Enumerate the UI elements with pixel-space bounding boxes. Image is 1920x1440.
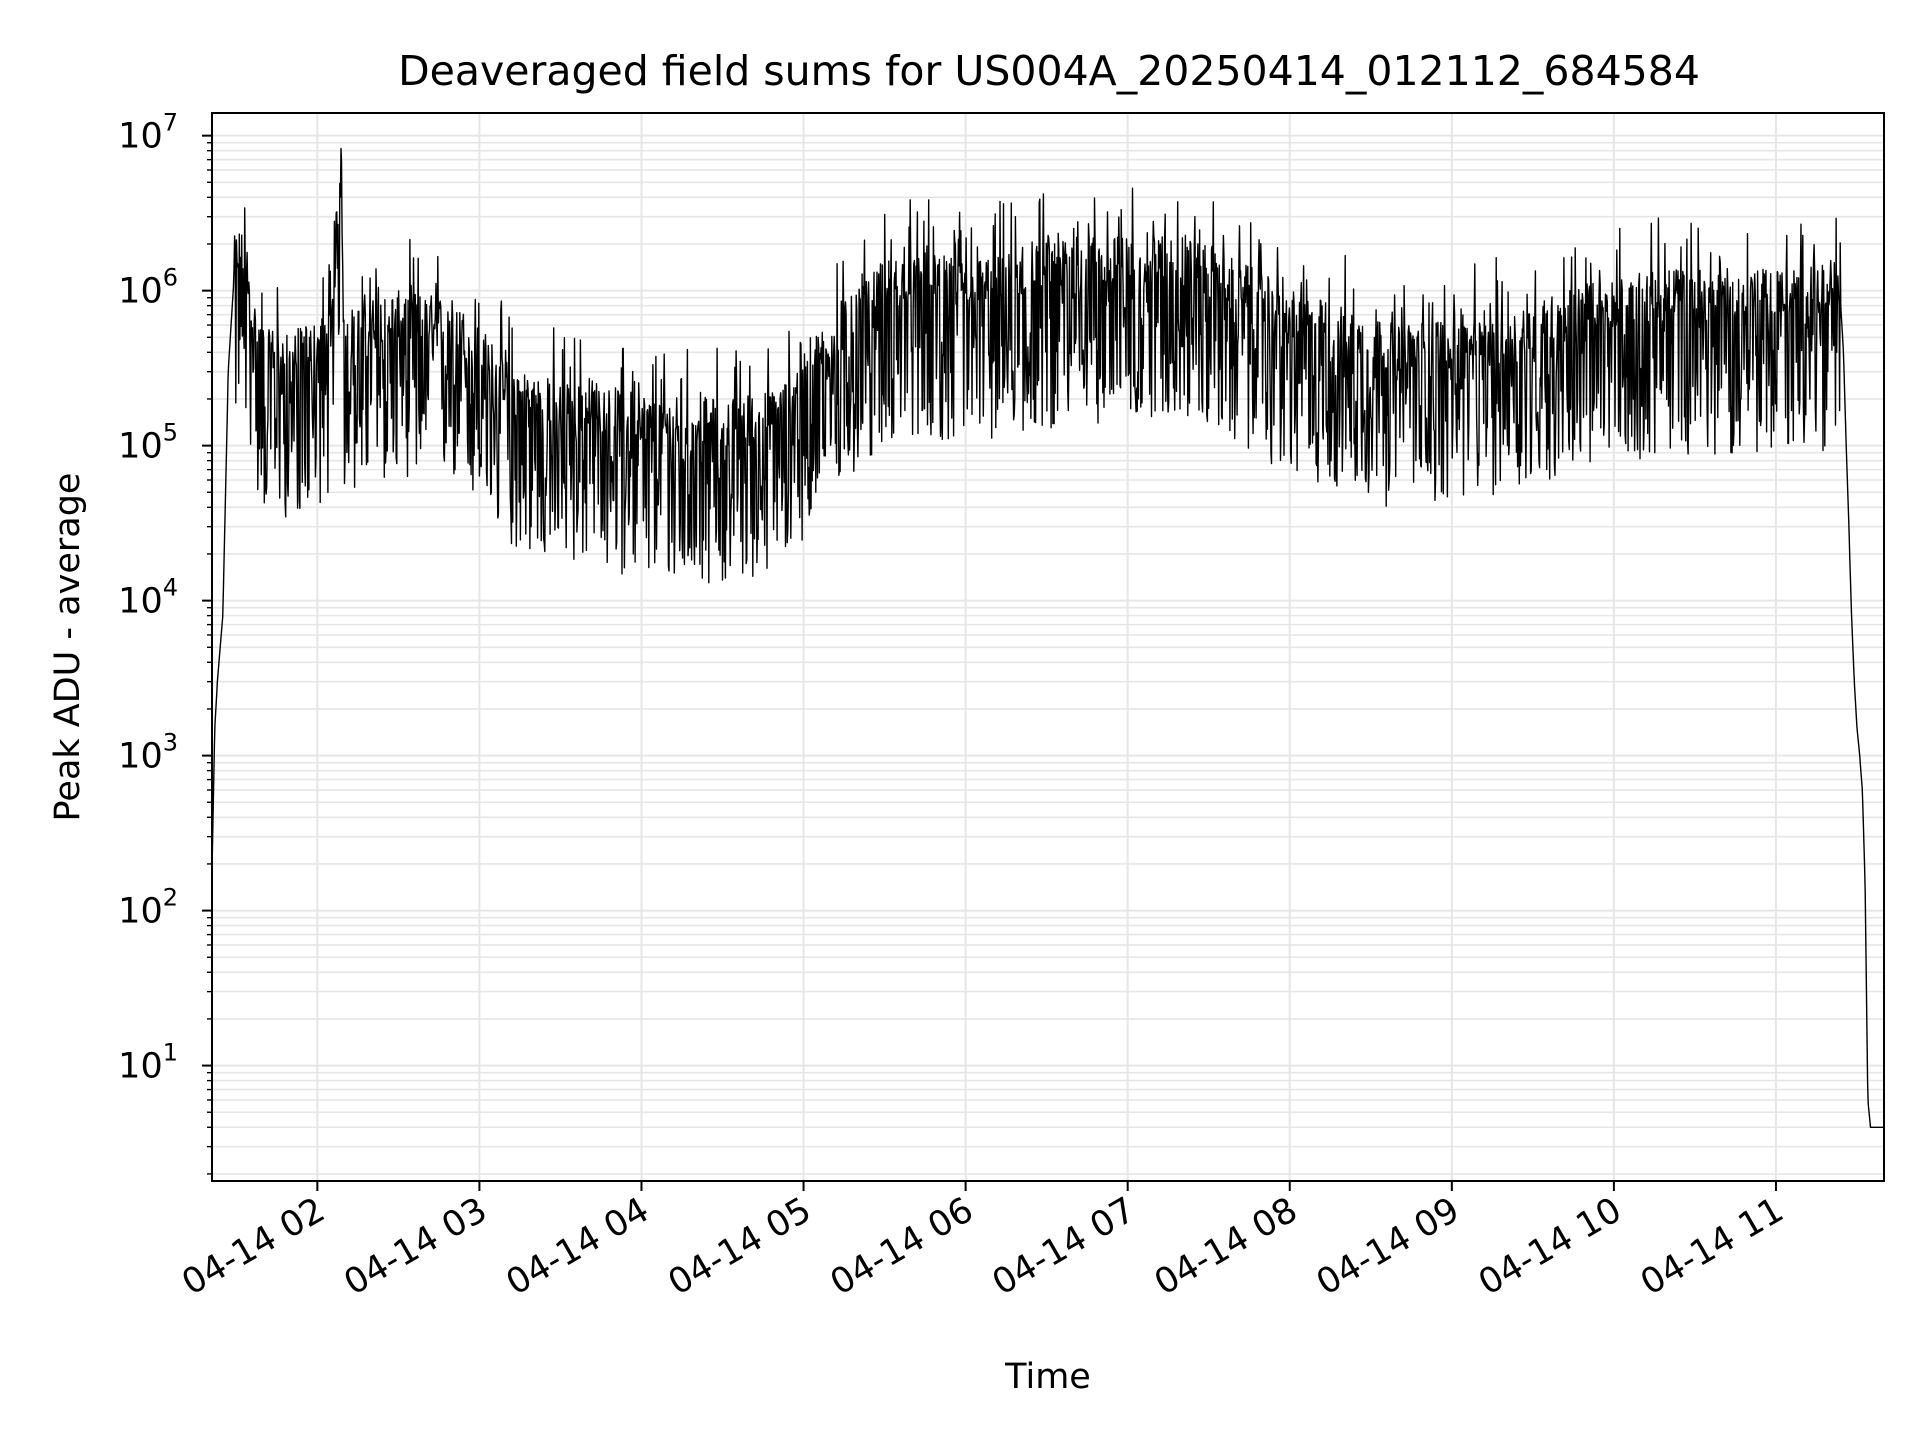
minor-gridlines <box>212 141 1884 1175</box>
y-axis-ticks: 101 102 103 104 105 106 107 <box>118 109 212 1175</box>
y-tick-label: 107 <box>118 109 178 157</box>
chart-title: Deaveraged field sums for US004A_2025041… <box>398 47 1700 95</box>
y-axis-label: Peak ADU - average <box>48 473 88 822</box>
series-line <box>211 147 1884 1129</box>
y-tick-label: 104 <box>118 574 178 622</box>
y-tick-label: 101 <box>118 1039 178 1087</box>
y-tick-label: 106 <box>118 264 178 312</box>
y-tick-label: 103 <box>118 729 178 777</box>
y-tick-label: 105 <box>118 419 178 467</box>
x-axis-label: Time <box>1004 1357 1091 1397</box>
major-gridlines <box>212 113 1884 1181</box>
y-tick-label: 102 <box>118 884 178 932</box>
